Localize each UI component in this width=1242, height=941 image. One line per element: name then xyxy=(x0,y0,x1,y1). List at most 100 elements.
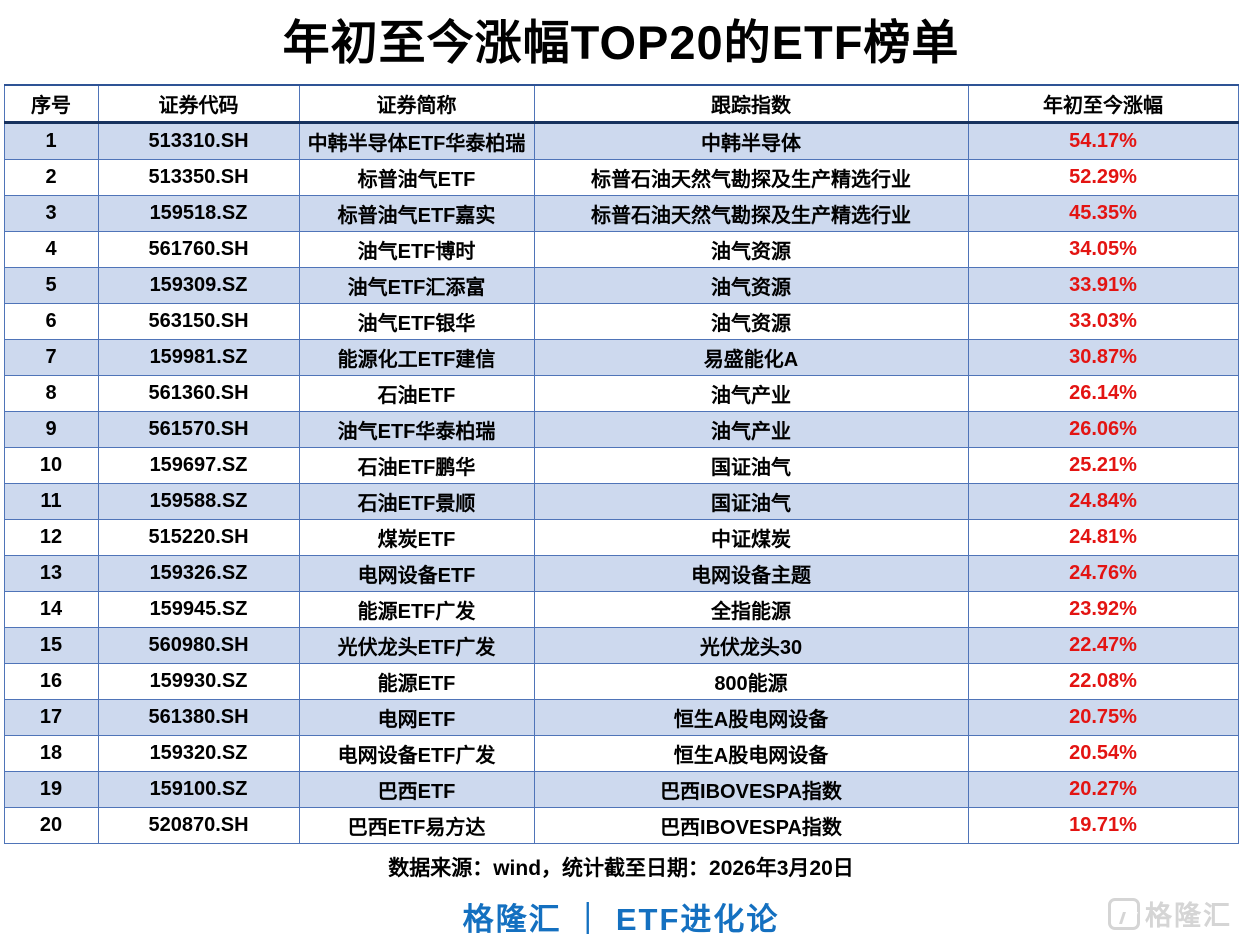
cell-name: 标普油气ETF嘉实 xyxy=(298,195,535,232)
cell-index: 标普石油天然气勘探及生产精选行业 xyxy=(533,195,969,232)
cell-name: 油气ETF银华 xyxy=(298,303,535,340)
col-header-rank: 序号 xyxy=(3,84,99,124)
cell-change: 26.06% xyxy=(967,411,1239,448)
table-row: 8 561360.SH 石油ETF 油气产业 26.14% xyxy=(3,375,1239,412)
cell-code: 561760.SH xyxy=(97,231,300,268)
cell-name: 电网设备ETF xyxy=(298,555,535,592)
table-row: 12 515220.SH 煤炭ETF 中证煤炭 24.81% xyxy=(3,519,1239,556)
cell-change: 19.71% xyxy=(967,807,1239,844)
table-body: 1 513310.SH 中韩半导体ETF华泰柏瑞 中韩半导体 54.17% 2 … xyxy=(3,122,1239,844)
cell-code: 159930.SZ xyxy=(97,663,300,700)
cell-rank: 20 xyxy=(3,807,99,844)
table-row: 15 560980.SH 光伏龙头ETF广发 光伏龙头30 22.47% xyxy=(3,627,1239,664)
cell-name: 石油ETF xyxy=(298,375,535,412)
cell-name: 油气ETF博时 xyxy=(298,231,535,268)
cell-rank: 19 xyxy=(3,771,99,808)
table-row: 5 159309.SZ 油气ETF汇添富 油气资源 33.91% xyxy=(3,267,1239,304)
cell-change: 30.87% xyxy=(967,339,1239,376)
cell-code: 159945.SZ xyxy=(97,591,300,628)
cell-code: 561570.SH xyxy=(97,411,300,448)
cell-rank: 11 xyxy=(3,483,99,520)
cell-code: 159309.SZ xyxy=(97,267,300,304)
cell-name: 标普油气ETF xyxy=(298,159,535,196)
cell-rank: 7 xyxy=(3,339,99,376)
cell-name: 巴西ETF xyxy=(298,771,535,808)
cell-change: 24.76% xyxy=(967,555,1239,592)
cell-name: 巴西ETF易方达 xyxy=(298,807,535,844)
cell-change: 33.91% xyxy=(967,267,1239,304)
table-row: 20 520870.SH 巴西ETF易方达 巴西IBOVESPA指数 19.71… xyxy=(3,807,1239,844)
table-row: 9 561570.SH 油气ETF华泰柏瑞 油气产业 26.06% xyxy=(3,411,1239,448)
col-header-index: 跟踪指数 xyxy=(533,84,969,124)
cell-name: 能源ETF xyxy=(298,663,535,700)
cell-code: 563150.SH xyxy=(97,303,300,340)
cell-change: 22.08% xyxy=(967,663,1239,700)
cell-index: 油气资源 xyxy=(533,303,969,340)
cell-name: 电网ETF xyxy=(298,699,535,736)
table-row: 2 513350.SH 标普油气ETF 标普石油天然气勘探及生产精选行业 52.… xyxy=(3,159,1239,196)
cell-name: 石油ETF鹏华 xyxy=(298,447,535,484)
cell-index: 巴西IBOVESPA指数 xyxy=(533,807,969,844)
table-row: 19 159100.SZ 巴西ETF 巴西IBOVESPA指数 20.27% xyxy=(3,771,1239,808)
table-row: 7 159981.SZ 能源化工ETF建信 易盛能化A 30.87% xyxy=(3,339,1239,376)
cell-name: 电网设备ETF广发 xyxy=(298,735,535,772)
cell-index: 恒生A股电网设备 xyxy=(533,735,969,772)
cell-code: 513350.SH xyxy=(97,159,300,196)
cell-code: 561360.SH xyxy=(97,375,300,412)
cell-rank: 12 xyxy=(3,519,99,556)
cell-index: 电网设备主题 xyxy=(533,555,969,592)
cell-name: 能源ETF广发 xyxy=(298,591,535,628)
cell-change: 24.81% xyxy=(967,519,1239,556)
cell-name: 光伏龙头ETF广发 xyxy=(298,627,535,664)
cell-index: 国证油气 xyxy=(533,447,969,484)
col-header-code: 证券代码 xyxy=(97,84,300,124)
cell-code: 159100.SZ xyxy=(97,771,300,808)
cell-change: 33.03% xyxy=(967,303,1239,340)
cell-index: 油气资源 xyxy=(533,231,969,268)
etf-ranking-table: 序号 证券代码 证券简称 跟踪指数 年初至今涨幅 1 513310.SH 中韩半… xyxy=(3,84,1239,844)
cell-name: 油气ETF汇添富 xyxy=(298,267,535,304)
cell-change: 24.84% xyxy=(967,483,1239,520)
cell-rank: 15 xyxy=(3,627,99,664)
cell-rank: 5 xyxy=(3,267,99,304)
cell-rank: 8 xyxy=(3,375,99,412)
table-row: 17 561380.SH 电网ETF 恒生A股电网设备 20.75% xyxy=(3,699,1239,736)
table-row: 6 563150.SH 油气ETF银华 油气资源 33.03% xyxy=(3,303,1239,340)
data-source-note: 数据来源：wind，统计截至日期：2026年3月20日 xyxy=(388,857,854,880)
table-row: 10 159697.SZ 石油ETF鹏华 国证油气 25.21% xyxy=(3,447,1239,484)
cell-index: 中韩半导体 xyxy=(533,122,969,160)
header-row: 序号 证券代码 证券简称 跟踪指数 年初至今涨幅 xyxy=(3,84,1239,124)
brand-line: 格隆汇 ｜ ETF进化论 xyxy=(462,902,780,937)
cell-change: 20.75% xyxy=(967,699,1239,736)
cell-rank: 14 xyxy=(3,591,99,628)
cell-rank: 18 xyxy=(3,735,99,772)
col-header-name: 证券简称 xyxy=(298,84,535,124)
cell-name: 煤炭ETF xyxy=(298,519,535,556)
cell-code: 159697.SZ xyxy=(97,447,300,484)
cell-index: 标普石油天然气勘探及生产精选行业 xyxy=(533,159,969,196)
col-header-change: 年初至今涨幅 xyxy=(967,84,1239,124)
cell-code: 159518.SZ xyxy=(97,195,300,232)
table-row: 11 159588.SZ 石油ETF景顺 国证油气 24.84% xyxy=(3,483,1239,520)
table-row: 18 159320.SZ 电网设备ETF广发 恒生A股电网设备 20.54% xyxy=(3,735,1239,772)
cell-change: 26.14% xyxy=(967,375,1239,412)
cell-rank: 10 xyxy=(3,447,99,484)
cell-name: 石油ETF景顺 xyxy=(298,483,535,520)
cell-rank: 4 xyxy=(3,231,99,268)
cell-change: 34.05% xyxy=(967,231,1239,268)
cell-rank: 2 xyxy=(3,159,99,196)
cell-change: 25.21% xyxy=(967,447,1239,484)
cell-change: 20.27% xyxy=(967,771,1239,808)
table-row: 3 159518.SZ 标普油气ETF嘉实 标普石油天然气勘探及生产精选行业 4… xyxy=(3,195,1239,232)
cell-change: 52.29% xyxy=(967,159,1239,196)
cell-rank: 9 xyxy=(3,411,99,448)
cell-change: 23.92% xyxy=(967,591,1239,628)
cell-code: 159326.SZ xyxy=(97,555,300,592)
cell-rank: 13 xyxy=(3,555,99,592)
cell-code: 513310.SH xyxy=(97,122,300,160)
cell-name: 中韩半导体ETF华泰柏瑞 xyxy=(298,122,535,160)
cell-code: 560980.SH xyxy=(97,627,300,664)
cell-index: 油气产业 xyxy=(533,411,969,448)
cell-code: 561380.SH xyxy=(97,699,300,736)
cell-code: 520870.SH xyxy=(97,807,300,844)
